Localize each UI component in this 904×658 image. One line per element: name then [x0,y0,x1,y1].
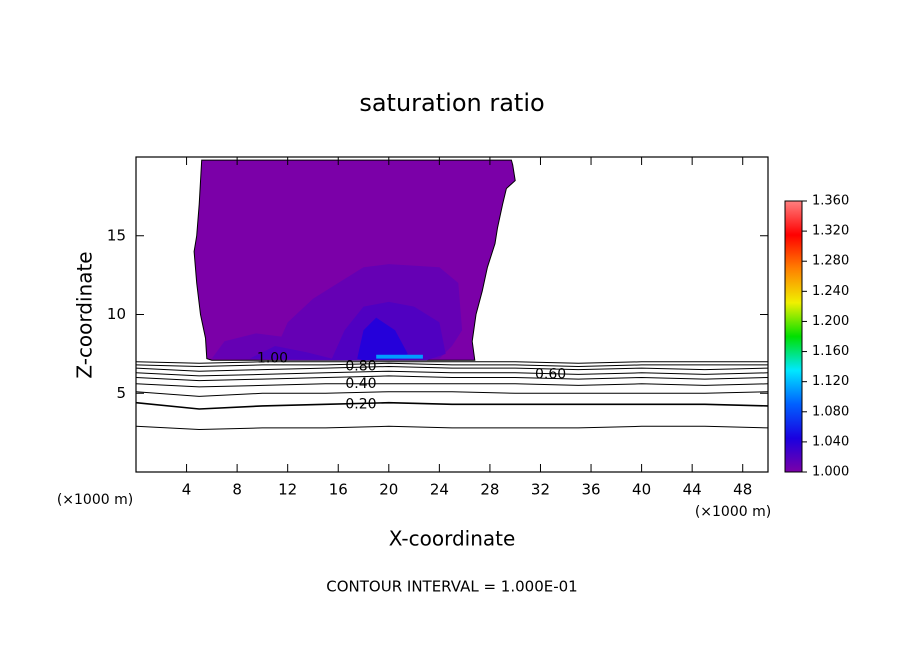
contour-line [136,383,768,388]
contour-line [136,401,768,410]
filled-region [376,354,423,359]
colorbar-tick-label: 1.280 [812,254,849,269]
contour-line [136,391,768,397]
contour-line [136,375,768,382]
x-tick-label: 20 [379,481,398,499]
chart-title: saturation ratio [359,89,544,117]
colorbar-tick-label: 1.160 [812,344,849,359]
x-tick-label: 12 [278,481,297,499]
filled-region [357,317,408,361]
plot-area [136,159,768,431]
contour-line [136,425,768,431]
colorbar-tick-label: 1.360 [812,194,849,209]
x-tick-label: 36 [581,481,600,499]
x-tick-label: 28 [480,481,499,499]
y-tick-label: 5 [116,384,126,402]
colorbar [784,200,803,473]
x-tick-label: 40 [632,481,651,499]
x-unit-label: (×1000 m) [695,504,771,520]
x-axis-label: X-coordinate [389,527,516,551]
y-tick-label: 15 [107,226,126,244]
contour-line [136,370,768,377]
colorbar-tick-label: 1.080 [812,404,849,419]
x-tick-label: 24 [430,481,449,499]
colorbar-tick-label: 1.120 [812,374,849,389]
contour-line [136,365,768,372]
contour-label: 0.40 [345,376,376,392]
x-tick-label: 16 [329,481,348,499]
y-tick-label: 10 [107,305,126,323]
colorbar-tick-label: 1.000 [812,465,849,480]
colorbar-tick-label: 1.320 [812,224,849,239]
x-tick-label: 44 [683,481,702,499]
colorbar-tick-label: 1.240 [812,284,849,299]
x-tick-label: 4 [182,481,192,499]
contour-label: 0.60 [535,366,566,382]
colorbar-tick-label: 1.200 [812,314,849,329]
contour-label: 0.80 [345,358,376,374]
contour-line [136,361,768,364]
colorbar-tick-label: 1.040 [812,434,849,449]
footer-note: CONTOUR INTERVAL = 1.000E-01 [326,578,577,596]
contour-label: 1.00 [257,351,288,367]
contour-label: 0.20 [345,396,376,412]
x-tick-label: 8 [232,481,242,499]
y-axis-label: Z-coordinate [73,251,97,378]
x-tick-label: 48 [733,481,752,499]
x-tick-label: 32 [531,481,550,499]
contour-line [136,362,768,368]
x-unit-label: (×1000 m) [57,492,133,508]
